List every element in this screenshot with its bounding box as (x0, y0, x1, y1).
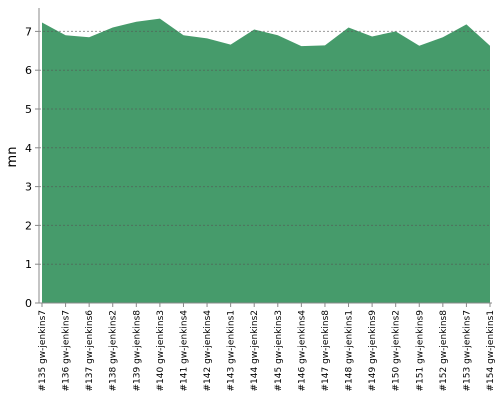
x-tick-label: #140 gw-jenkins3 (156, 310, 166, 391)
x-tick-label: #153 gw-jenkins7 (462, 310, 472, 391)
x-tick-label: #141 gw-jenkins4 (179, 310, 189, 392)
y-tick-label: 4 (25, 142, 32, 155)
x-tick-label: #150 gw-jenkins2 (392, 310, 402, 391)
x-tick-label: #149 gw-jenkins9 (368, 310, 378, 392)
y-tick-label: 6 (25, 64, 32, 77)
x-tick-label: #152 gw-jenkins8 (439, 310, 449, 392)
y-tick-label: 0 (25, 297, 32, 310)
x-tick-label: #145 gw-jenkins3 (274, 310, 284, 391)
x-tick-label: #139 gw-jenkins8 (132, 310, 142, 392)
x-tick-label: #146 gw-jenkins4 (297, 310, 307, 392)
x-tick-label: #144 gw-jenkins2 (250, 310, 260, 391)
x-tick-label: #143 gw-jenkins1 (227, 310, 237, 391)
x-tick-label: #137 gw-jenkins6 (85, 310, 95, 392)
x-tick-label: #154 gw-jenkins1 (486, 310, 496, 391)
x-tick-label: #147 gw-jenkins8 (321, 310, 331, 392)
y-tick-label: 7 (25, 25, 32, 38)
y-tick-label: 1 (25, 258, 32, 271)
x-tick-label: #136 gw-jenkins7 (62, 310, 72, 391)
y-tick-label: 2 (25, 219, 32, 232)
y-axis-label: mn (5, 147, 20, 168)
x-tick-label: #151 gw-jenkins9 (415, 310, 425, 392)
x-tick-label: #142 gw-jenkins4 (203, 310, 213, 392)
x-tick-label: #148 gw-jenkins1 (345, 310, 355, 391)
y-tick-label: 3 (25, 181, 32, 194)
area (42, 18, 490, 303)
x-tick-label: #138 gw-jenkins2 (109, 310, 119, 391)
x-tick-label: #135 gw-jenkins7 (38, 310, 48, 391)
y-tick-label: 5 (25, 103, 32, 116)
